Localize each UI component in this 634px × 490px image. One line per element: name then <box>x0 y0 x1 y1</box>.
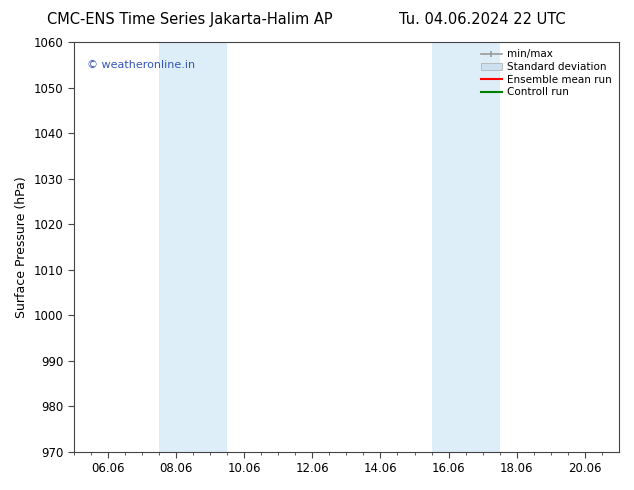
Text: Tu. 04.06.2024 22 UTC: Tu. 04.06.2024 22 UTC <box>399 12 565 27</box>
Legend: min/max, Standard deviation, Ensemble mean run, Controll run: min/max, Standard deviation, Ensemble me… <box>479 47 614 99</box>
Text: CMC-ENS Time Series Jakarta-Halim AP: CMC-ENS Time Series Jakarta-Halim AP <box>48 12 333 27</box>
Y-axis label: Surface Pressure (hPa): Surface Pressure (hPa) <box>15 176 28 318</box>
Bar <box>159 42 227 452</box>
Text: © weatheronline.in: © weatheronline.in <box>87 60 195 71</box>
Bar <box>432 42 500 452</box>
